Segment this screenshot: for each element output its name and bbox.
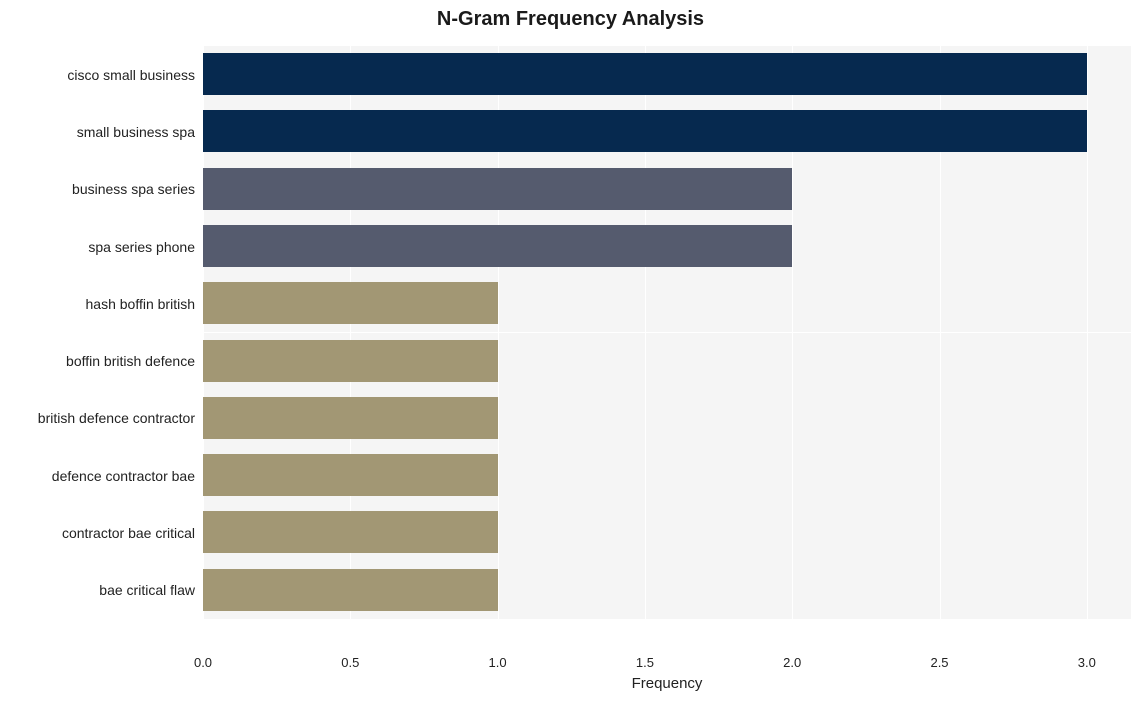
bar	[203, 454, 498, 496]
x-tick-label: 2.0	[783, 655, 801, 670]
bar	[203, 53, 1087, 95]
grid-vline	[1087, 37, 1088, 647]
y-tick-label: contractor bae critical	[0, 525, 195, 541]
y-tick-label: small business spa	[0, 124, 195, 140]
bar	[203, 397, 498, 439]
bar	[203, 511, 498, 553]
y-tick-label: business spa series	[0, 181, 195, 197]
ngram-chart: N-Gram Frequency Analysis Frequency cisc…	[0, 0, 1141, 701]
x-tick-label: 1.0	[489, 655, 507, 670]
bar	[203, 168, 792, 210]
y-tick-label: hash boffin british	[0, 296, 195, 312]
y-tick-label: spa series phone	[0, 239, 195, 255]
bar	[203, 569, 498, 611]
x-axis-label: Frequency	[203, 675, 1131, 692]
y-tick-label: british defence contractor	[0, 410, 195, 426]
plot-area	[203, 37, 1131, 647]
bar	[203, 225, 792, 267]
y-tick-label: cisco small business	[0, 67, 195, 83]
y-tick-label: bae critical flaw	[0, 582, 195, 598]
x-tick-label: 2.5	[930, 655, 948, 670]
bar	[203, 110, 1087, 152]
bar	[203, 340, 498, 382]
chart-title: N-Gram Frequency Analysis	[0, 8, 1141, 31]
y-tick-label: boffin british defence	[0, 353, 195, 369]
x-tick-label: 1.5	[636, 655, 654, 670]
bar	[203, 282, 498, 324]
x-tick-label: 0.5	[341, 655, 359, 670]
y-tick-label: defence contractor bae	[0, 468, 195, 484]
x-tick-label: 3.0	[1078, 655, 1096, 670]
x-tick-label: 0.0	[194, 655, 212, 670]
